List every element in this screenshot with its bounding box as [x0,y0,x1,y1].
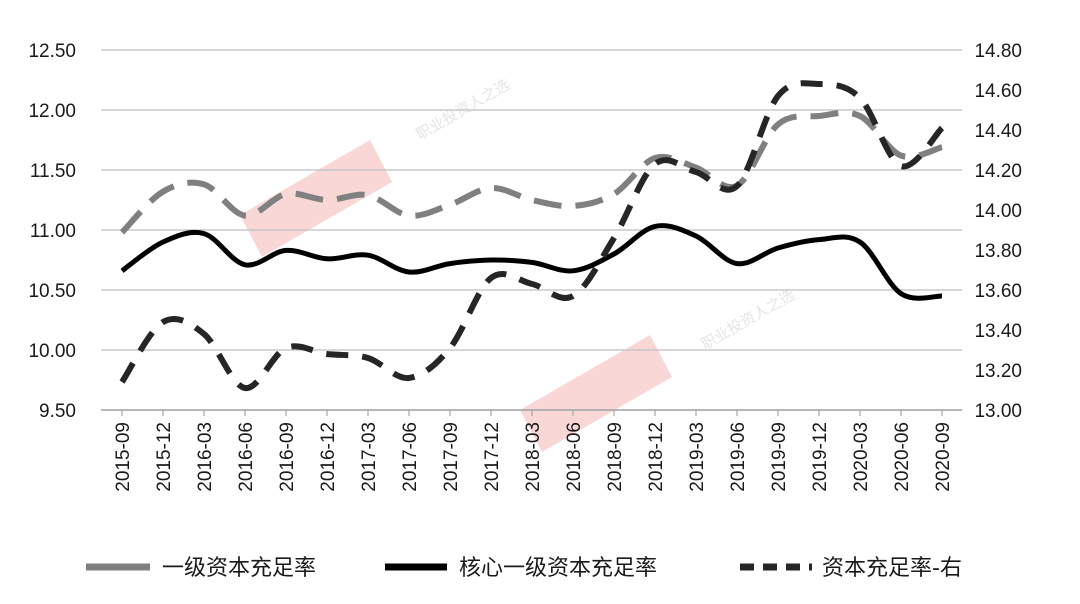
y-axis-right: 14.80 14.60 14.40 14.20 14.00 13.80 13.60 13.40… [974,41,1022,422]
watermark-banner-2 [520,335,672,452]
y-left-tick-label: 12.50 [28,41,76,62]
x-tick-label: 2019-12 [810,422,831,492]
watermark: 职业投资人之选 职业投资人之选 [240,75,798,452]
x-tick-label: 2015-09 [113,422,134,492]
y-right-tick-label: 14.20 [974,161,1022,182]
x-tick-label: 2018-09 [605,422,626,492]
x-tick-label: 2019-03 [687,422,708,492]
legend-label-1: 一级资本充足率 [162,556,316,581]
legend: 一级资本充足率 核心一级资本充足率 资本充足率-右 [86,556,962,581]
y-left-tick-label: 11.00 [30,221,76,242]
y-axis-left: 12.50 12.00 11.50 11.00 10.50 10.00 9.50 [28,41,76,422]
y-right-tick-label: 13.20 [974,361,1022,382]
x-tick-label: 2017-06 [400,422,421,492]
y-right-tick-label: 13.80 [974,241,1022,262]
x-tick-label: 2019-09 [769,422,790,492]
x-tick-label: 2018-12 [646,422,667,492]
y-right-tick-label: 14.80 [974,41,1022,62]
y-left-tick-label: 10.00 [28,341,76,362]
x-axis: 2015-09 2015-12 2016-03 2016-06 2016-09 2016-… [101,409,962,492]
legend-label-2: 核心一级资本充足率 [459,556,657,581]
y-right-tick-label: 13.60 [974,281,1022,302]
y-left-tick-label: 9.50 [39,401,76,422]
x-tick-label: 2017-03 [359,422,380,492]
y-left-tick-label: 12.00 [28,101,76,122]
x-tick-label: 2018-06 [564,422,585,492]
x-tick-label: 2015-12 [154,422,175,492]
x-tick-label: 2020-09 [933,422,954,492]
series-lines [119,80,945,391]
series-line-1 [119,109,943,235]
x-tick-label: 2020-06 [892,422,913,492]
x-tick-label: 2016-09 [277,422,298,492]
y-right-tick-label: 14.40 [974,121,1022,142]
series-line-2 [120,223,943,301]
x-tick-label: 2019-06 [728,422,749,492]
watermark-text-2: 职业投资人之选 [698,285,798,353]
legend-label-3: 资本充足率-右 [822,556,962,581]
x-tick-label: 2020-03 [851,422,872,492]
y-right-tick-label: 14.00 [974,201,1022,222]
series-line-3 [119,80,945,391]
x-tick-label: 2016-12 [318,422,339,492]
y-left-tick-label: 11.50 [30,161,76,182]
x-tick-label: 2016-06 [236,422,257,492]
y-left-tick-label: 10.50 [28,281,76,302]
x-tick-label: 2017-09 [441,422,462,492]
y-right-tick-label: 14.60 [974,81,1022,102]
y-right-tick-label: 13.00 [974,401,1022,422]
y-right-tick-label: 13.40 [974,321,1022,342]
gridlines [101,49,962,411]
x-tick-label: 2016-03 [195,422,216,492]
x-tick-label: 2018-03 [523,422,544,492]
x-tick-label: 2017-12 [482,422,503,492]
